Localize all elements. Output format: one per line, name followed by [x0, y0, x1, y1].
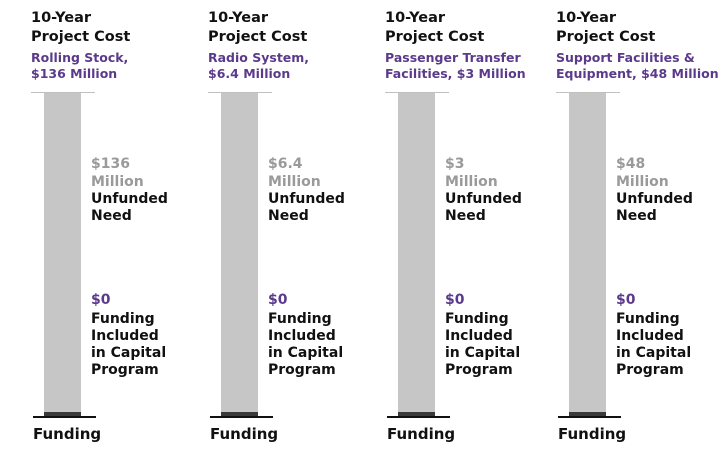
chart-panel-support-facilities: 10-Year Project Cost Support Facilities …	[556, 0, 726, 460]
x-axis-label: Funding	[387, 425, 456, 443]
chart-panel-radio-system: 10-Year Project Cost Radio System, $6.4 …	[208, 0, 368, 460]
unfunded-label-line1: Unfunded	[268, 191, 345, 207]
funded-label-line2: Included	[91, 328, 159, 344]
funded-label-line3: in Capital	[445, 345, 521, 361]
funded-label-line1: Funding	[91, 311, 155, 327]
unfunded-label-line2: Need	[616, 208, 657, 224]
funded-amount-label: $0	[91, 292, 111, 308]
unfunded-unit-label: Million	[91, 174, 144, 190]
panel-title-line1: 10-Year	[556, 10, 617, 26]
funded-label-line1: Funding	[445, 311, 509, 327]
funded-label-line2: Included	[445, 328, 513, 344]
unfunded-label-line2: Need	[91, 208, 132, 224]
project-cost-line	[31, 92, 95, 93]
baseline	[558, 416, 621, 418]
unfunded-label-line1: Unfunded	[616, 191, 693, 207]
panel-title-line1: 10-Year	[385, 10, 446, 26]
funded-bar	[398, 412, 435, 417]
panel-subtitle-line1: Radio System,	[208, 50, 310, 65]
unfunded-unit-label: Million	[445, 174, 498, 190]
chart-panel-passenger-transfer: 10-Year Project Cost Passenger Transfer …	[385, 0, 550, 460]
funded-label-line1: Funding	[616, 311, 680, 327]
unfunded-label-line1: Unfunded	[445, 191, 522, 207]
panel-subtitle-line2: Facilities, $3 Million	[385, 66, 526, 81]
panel-subtitle-line2: Equipment, $48 Million	[556, 66, 719, 81]
panel-title-line1: 10-Year	[31, 10, 92, 26]
funded-label-line2: Included	[268, 328, 336, 344]
funded-label-line3: in Capital	[268, 345, 344, 361]
panel-title-line1: 10-Year	[208, 10, 269, 26]
panel-subtitle-line2: $136 Million	[31, 66, 118, 81]
funded-label-line4: Program	[445, 362, 513, 378]
project-cost-line	[556, 92, 620, 93]
project-cost-line	[385, 92, 449, 93]
x-axis-label: Funding	[558, 425, 627, 443]
unfunded-need-bar	[398, 93, 435, 413]
funded-label-line4: Program	[616, 362, 684, 378]
unfunded-label-line2: Need	[445, 208, 486, 224]
unfunded-label-line1: Unfunded	[91, 191, 168, 207]
funded-label-line1: Funding	[268, 311, 332, 327]
unfunded-amount-label: $136	[91, 156, 130, 172]
panel-subtitle-line2: $6.4 Million	[208, 66, 291, 81]
baseline	[387, 416, 450, 418]
unfunded-unit-label: Million	[268, 174, 321, 190]
unfunded-amount-label: $6.4	[268, 156, 303, 172]
unfunded-unit-label: Million	[616, 174, 669, 190]
chart-panel-rolling-stock: 10-Year Project Cost Rolling Stock, $136…	[31, 0, 191, 460]
x-axis-label: Funding	[33, 425, 102, 443]
unfunded-need-bar	[221, 93, 258, 413]
panel-subtitle-line1: Rolling Stock,	[31, 50, 129, 65]
panel-title-line2: Project Cost	[385, 29, 485, 45]
panel-subtitle-line1: Support Facilities &	[556, 50, 695, 65]
unfunded-need-bar	[44, 93, 81, 413]
panel-subtitle-line1: Passenger Transfer	[385, 50, 521, 65]
funded-bar	[569, 412, 606, 417]
funded-label-line2: Included	[616, 328, 684, 344]
unfunded-amount-label: $48	[616, 156, 646, 172]
funded-label-line4: Program	[268, 362, 336, 378]
funded-label-line3: in Capital	[91, 345, 167, 361]
funded-bar	[44, 412, 81, 417]
funded-label-line4: Program	[91, 362, 159, 378]
funded-label-line3: in Capital	[616, 345, 692, 361]
unfunded-label-line2: Need	[268, 208, 309, 224]
funded-amount-label: $0	[445, 292, 465, 308]
baseline	[33, 416, 96, 418]
unfunded-amount-label: $3	[445, 156, 465, 172]
funded-amount-label: $0	[268, 292, 288, 308]
project-cost-line	[208, 92, 272, 93]
unfunded-need-bar	[569, 93, 606, 413]
panel-title-line2: Project Cost	[556, 29, 656, 45]
x-axis-label: Funding	[210, 425, 279, 443]
baseline	[210, 416, 273, 418]
panel-title-line2: Project Cost	[208, 29, 308, 45]
funded-amount-label: $0	[616, 292, 636, 308]
panel-title-line2: Project Cost	[31, 29, 131, 45]
funded-bar	[221, 412, 258, 417]
